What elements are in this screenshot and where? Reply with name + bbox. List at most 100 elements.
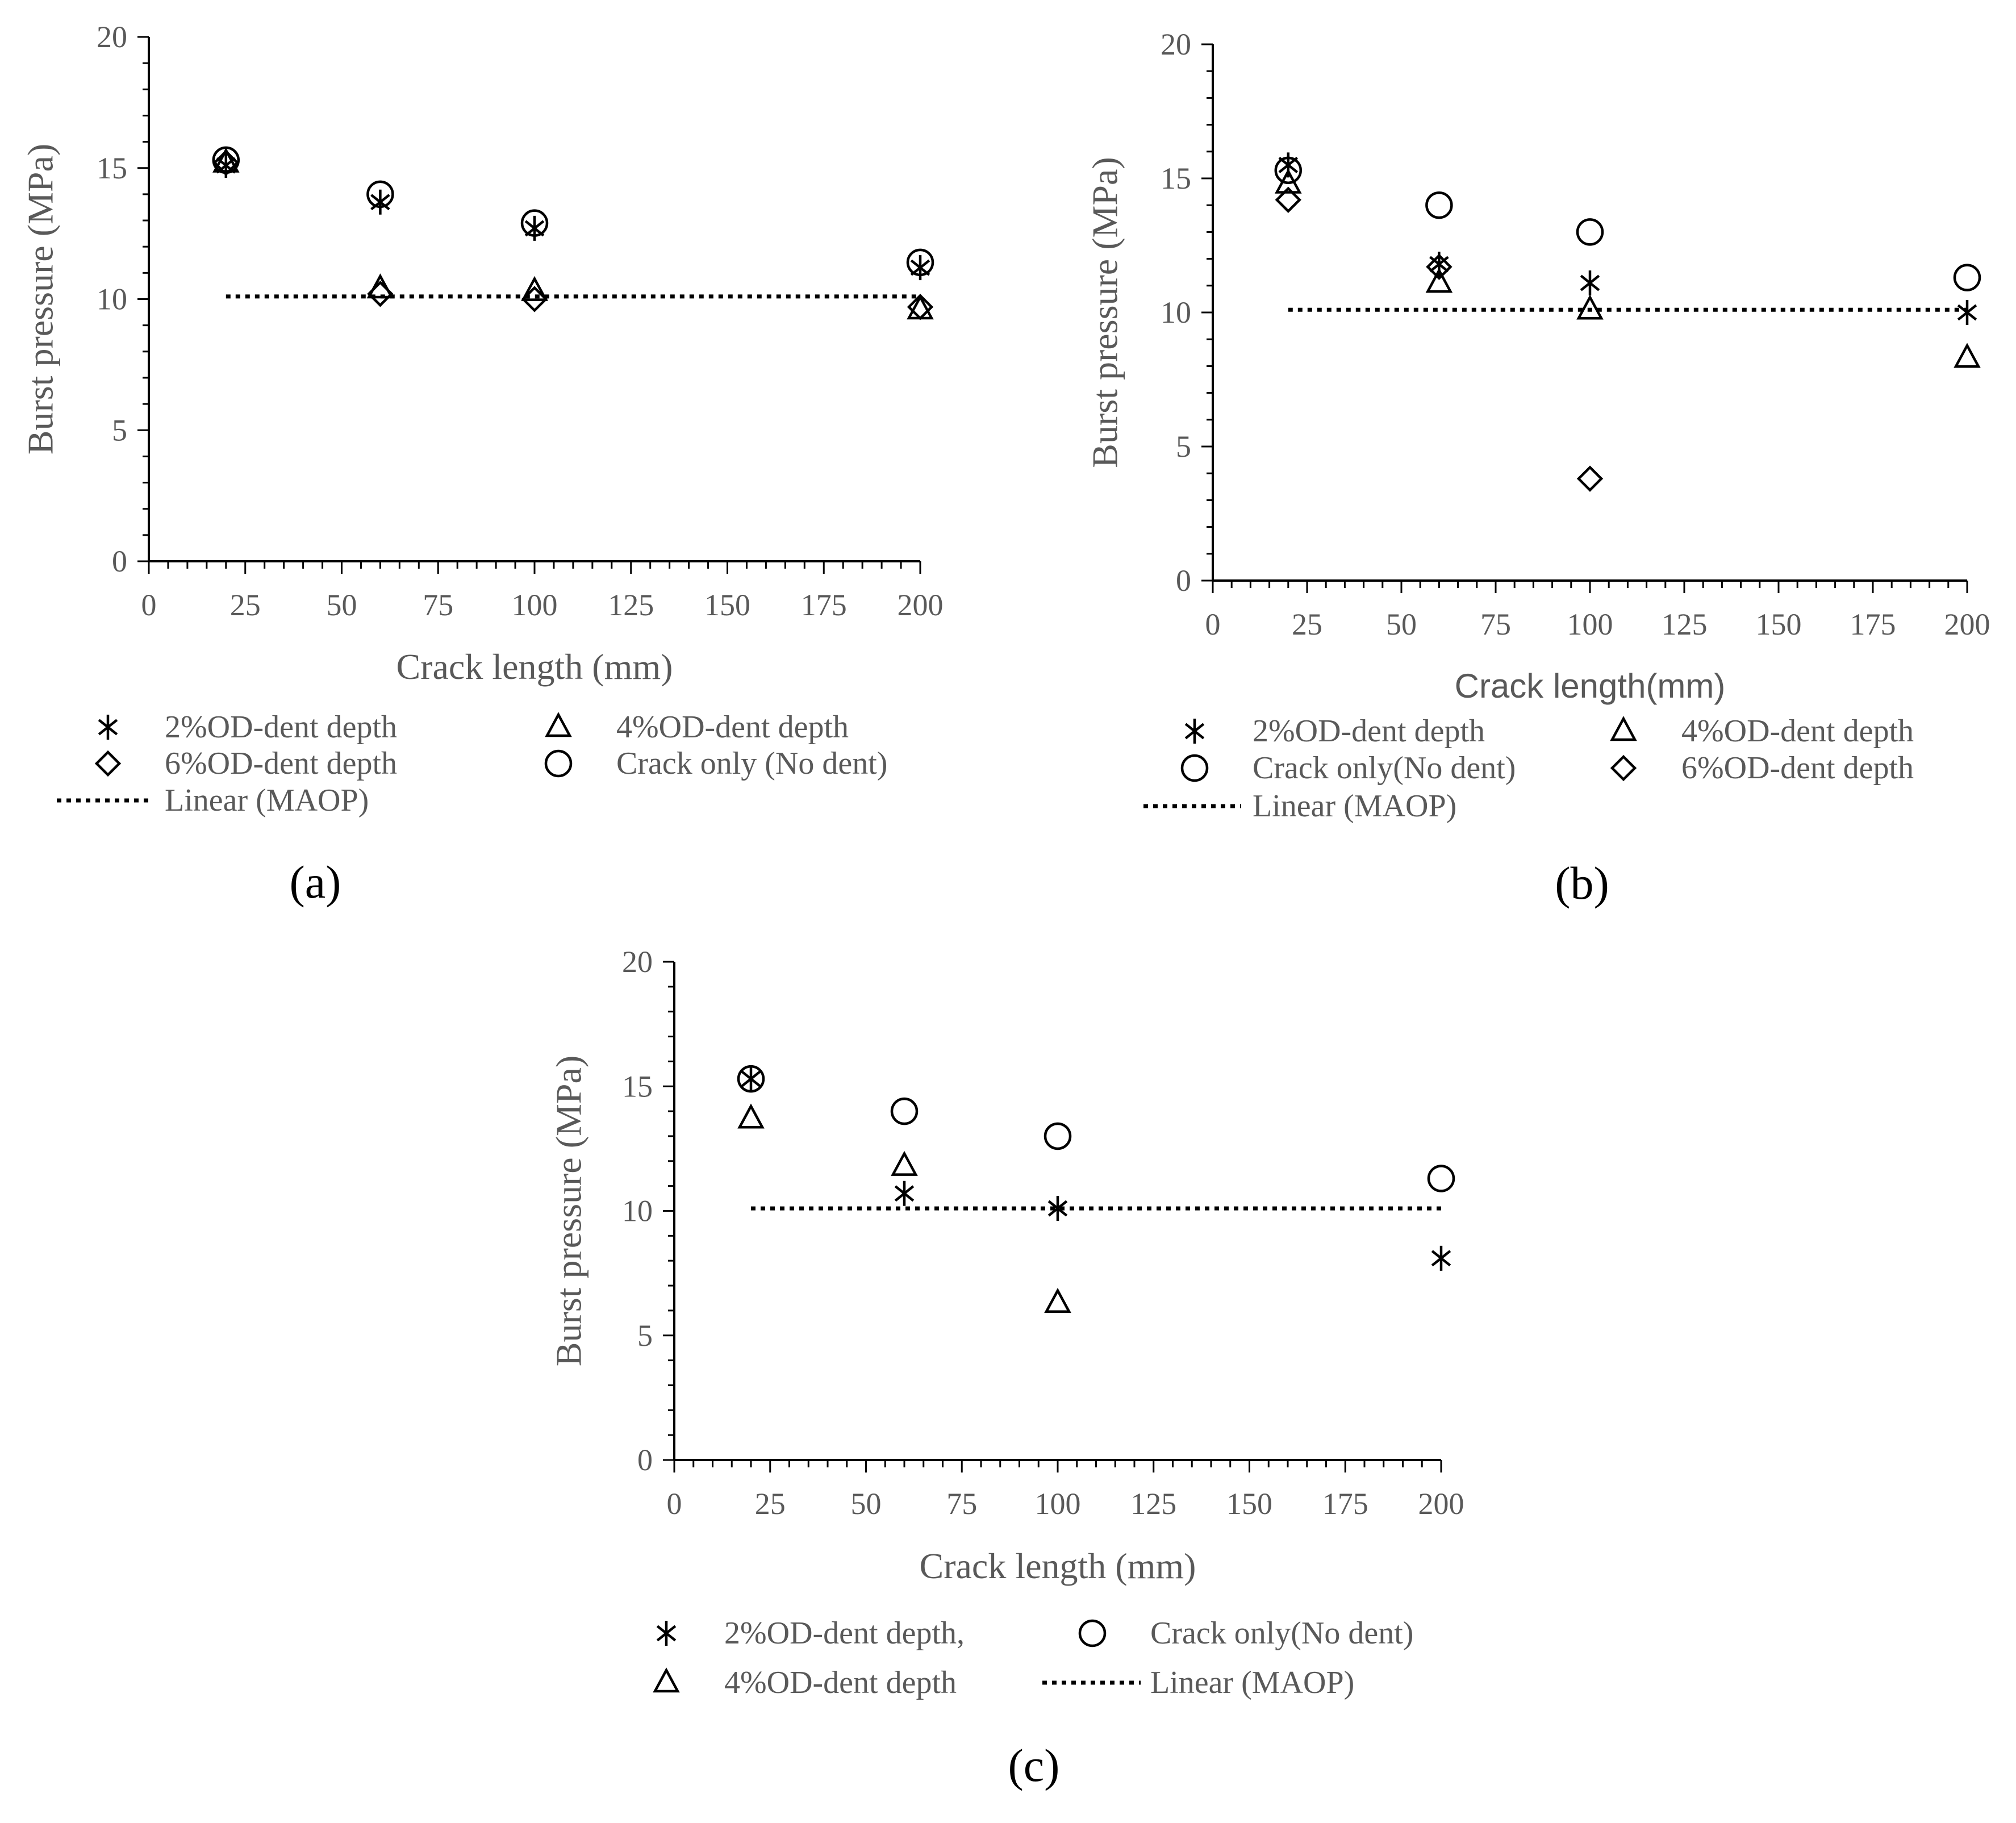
data-point-diamond	[521, 286, 548, 312]
x-tick-label: 75	[1480, 607, 1511, 641]
x-tick-label: 50	[327, 588, 357, 622]
legend-asterisk-marker	[98, 715, 118, 740]
data-point-circle	[906, 248, 934, 277]
legend-label: Crack only (No dent)	[616, 746, 887, 781]
legend-label: Crack only(No dent)	[1253, 750, 1516, 786]
data-point-circle	[366, 180, 394, 208]
x-tick-label: 175	[1322, 1487, 1368, 1521]
y-tick-label: 0	[1176, 564, 1191, 598]
x-tick-label: 100	[1567, 607, 1613, 641]
y-tick-label: 20	[1161, 27, 1191, 61]
data-point-circle	[1044, 1122, 1072, 1150]
data-point-diamond	[367, 281, 394, 307]
legend-label: Crack only(No dent)	[1150, 1616, 1413, 1651]
x-tick-label: 175	[801, 588, 847, 622]
legend-label: 2%OD-dent depth	[165, 710, 397, 745]
data-point-asterisk	[1580, 270, 1600, 296]
data-point-asterisk	[1047, 1196, 1068, 1221]
legend-label: 2%OD-dent depth,	[724, 1616, 965, 1651]
legend-label: Linear (MAOP)	[1150, 1665, 1354, 1700]
x-tick-label: 75	[423, 588, 453, 622]
x-tick-label: 50	[851, 1487, 882, 1521]
x-tick-label: 75	[946, 1487, 977, 1521]
data-point-diamond	[907, 294, 934, 320]
data-point-diamond	[212, 149, 239, 176]
x-axis-title: Crack length (mm)	[396, 646, 673, 687]
legend-asterisk-marker	[1184, 719, 1205, 744]
data-point-diamond	[1426, 253, 1452, 280]
x-tick-label: 125	[1130, 1487, 1176, 1521]
data-point-triangle	[1425, 268, 1453, 293]
x-tick-label: 50	[1386, 607, 1417, 641]
legend: 2%OD-dent depth 4%OD-dent depth Crack only…	[1143, 714, 1914, 824]
y-tick-label: 0	[637, 1443, 653, 1477]
data-point-asterisk	[524, 215, 545, 241]
data-point-asterisk	[894, 1180, 915, 1206]
legend-label: 4%OD-dent depth	[1681, 714, 1914, 749]
x-tick-label: 150	[1226, 1487, 1272, 1521]
data-point-circle	[737, 1065, 765, 1093]
y-tick-label: 5	[112, 413, 127, 447]
legend-label: 4%OD-dent depth	[616, 710, 849, 745]
y-tick-label: 0	[112, 544, 127, 578]
legend-label: 4%OD-dent depth	[724, 1665, 957, 1700]
data-point-diamond	[1275, 186, 1301, 213]
x-tick-label: 25	[755, 1487, 786, 1521]
data-point-circle	[1427, 1165, 1455, 1192]
y-axis-title: Burst pressure (MPa)	[1085, 157, 1125, 468]
data-point-triangle	[1044, 1288, 1071, 1313]
y-tick-label: 15	[622, 1069, 653, 1103]
data-point-circle	[520, 209, 549, 237]
data-point-circle	[1576, 218, 1604, 246]
data-point-triangle	[212, 147, 240, 173]
x-tick-label: 25	[1292, 607, 1322, 641]
legend-circle-marker	[544, 749, 573, 778]
legend-label: 2%OD-dent depth	[1253, 714, 1485, 749]
y-tick-label: 10	[622, 1194, 653, 1228]
legend-asterisk-marker	[656, 1621, 677, 1646]
data-point-triangle	[1954, 343, 1981, 368]
y-tick-label: 10	[97, 282, 127, 316]
legend-triangle-marker	[653, 1667, 680, 1693]
data-point-triangle	[907, 294, 934, 320]
data-point-asterisk	[741, 1066, 761, 1092]
x-tick-label: 200	[898, 588, 944, 622]
data-point-circle	[890, 1097, 919, 1125]
y-tick-label: 20	[97, 20, 127, 54]
x-tick-label: 150	[704, 588, 750, 622]
data-point-circle	[1953, 264, 1981, 291]
x-tick-label: 150	[1756, 607, 1802, 641]
panel-label: (a)	[289, 856, 341, 908]
data-point-triangle	[521, 276, 548, 301]
legend-diamond-marker	[94, 750, 122, 777]
panel-label: (c)	[1008, 1739, 1059, 1791]
data-point-asterisk	[910, 255, 930, 281]
x-tick-label: 175	[1850, 607, 1896, 641]
legend-diamond-marker	[1610, 754, 1637, 782]
y-axis-title: Burst pressure (MPa)	[20, 144, 61, 454]
x-tick-label: 125	[1662, 607, 1708, 641]
data-point-asterisk	[370, 189, 390, 215]
legend-label: Linear (MAOP)	[1253, 789, 1456, 824]
legend-triangle-marker	[545, 712, 572, 737]
data-point-triangle	[737, 1103, 765, 1129]
x-axis-title: Crack length (mm)	[920, 1546, 1196, 1586]
data-point-circle	[1425, 191, 1453, 219]
x-tick-label: 100	[512, 588, 558, 622]
x-tick-label: 200	[1418, 1487, 1464, 1521]
x-tick-label: 0	[667, 1487, 682, 1521]
x-tick-label: 25	[230, 588, 261, 622]
legend: 2%OD-dent depth 4%OD-dent depth 6%OD-dent …	[57, 710, 887, 818]
y-tick-label: 10	[1161, 295, 1191, 329]
x-axis-title: Crack length(mm)	[1455, 667, 1726, 705]
data-point-triangle	[891, 1150, 918, 1176]
x-tick-label: 0	[141, 588, 157, 622]
data-point-asterisk	[1431, 1245, 1451, 1271]
data-point-circle	[212, 146, 240, 174]
legend-label: 6%OD-dent depth	[1681, 750, 1914, 786]
data-point-asterisk	[1957, 300, 1977, 325]
